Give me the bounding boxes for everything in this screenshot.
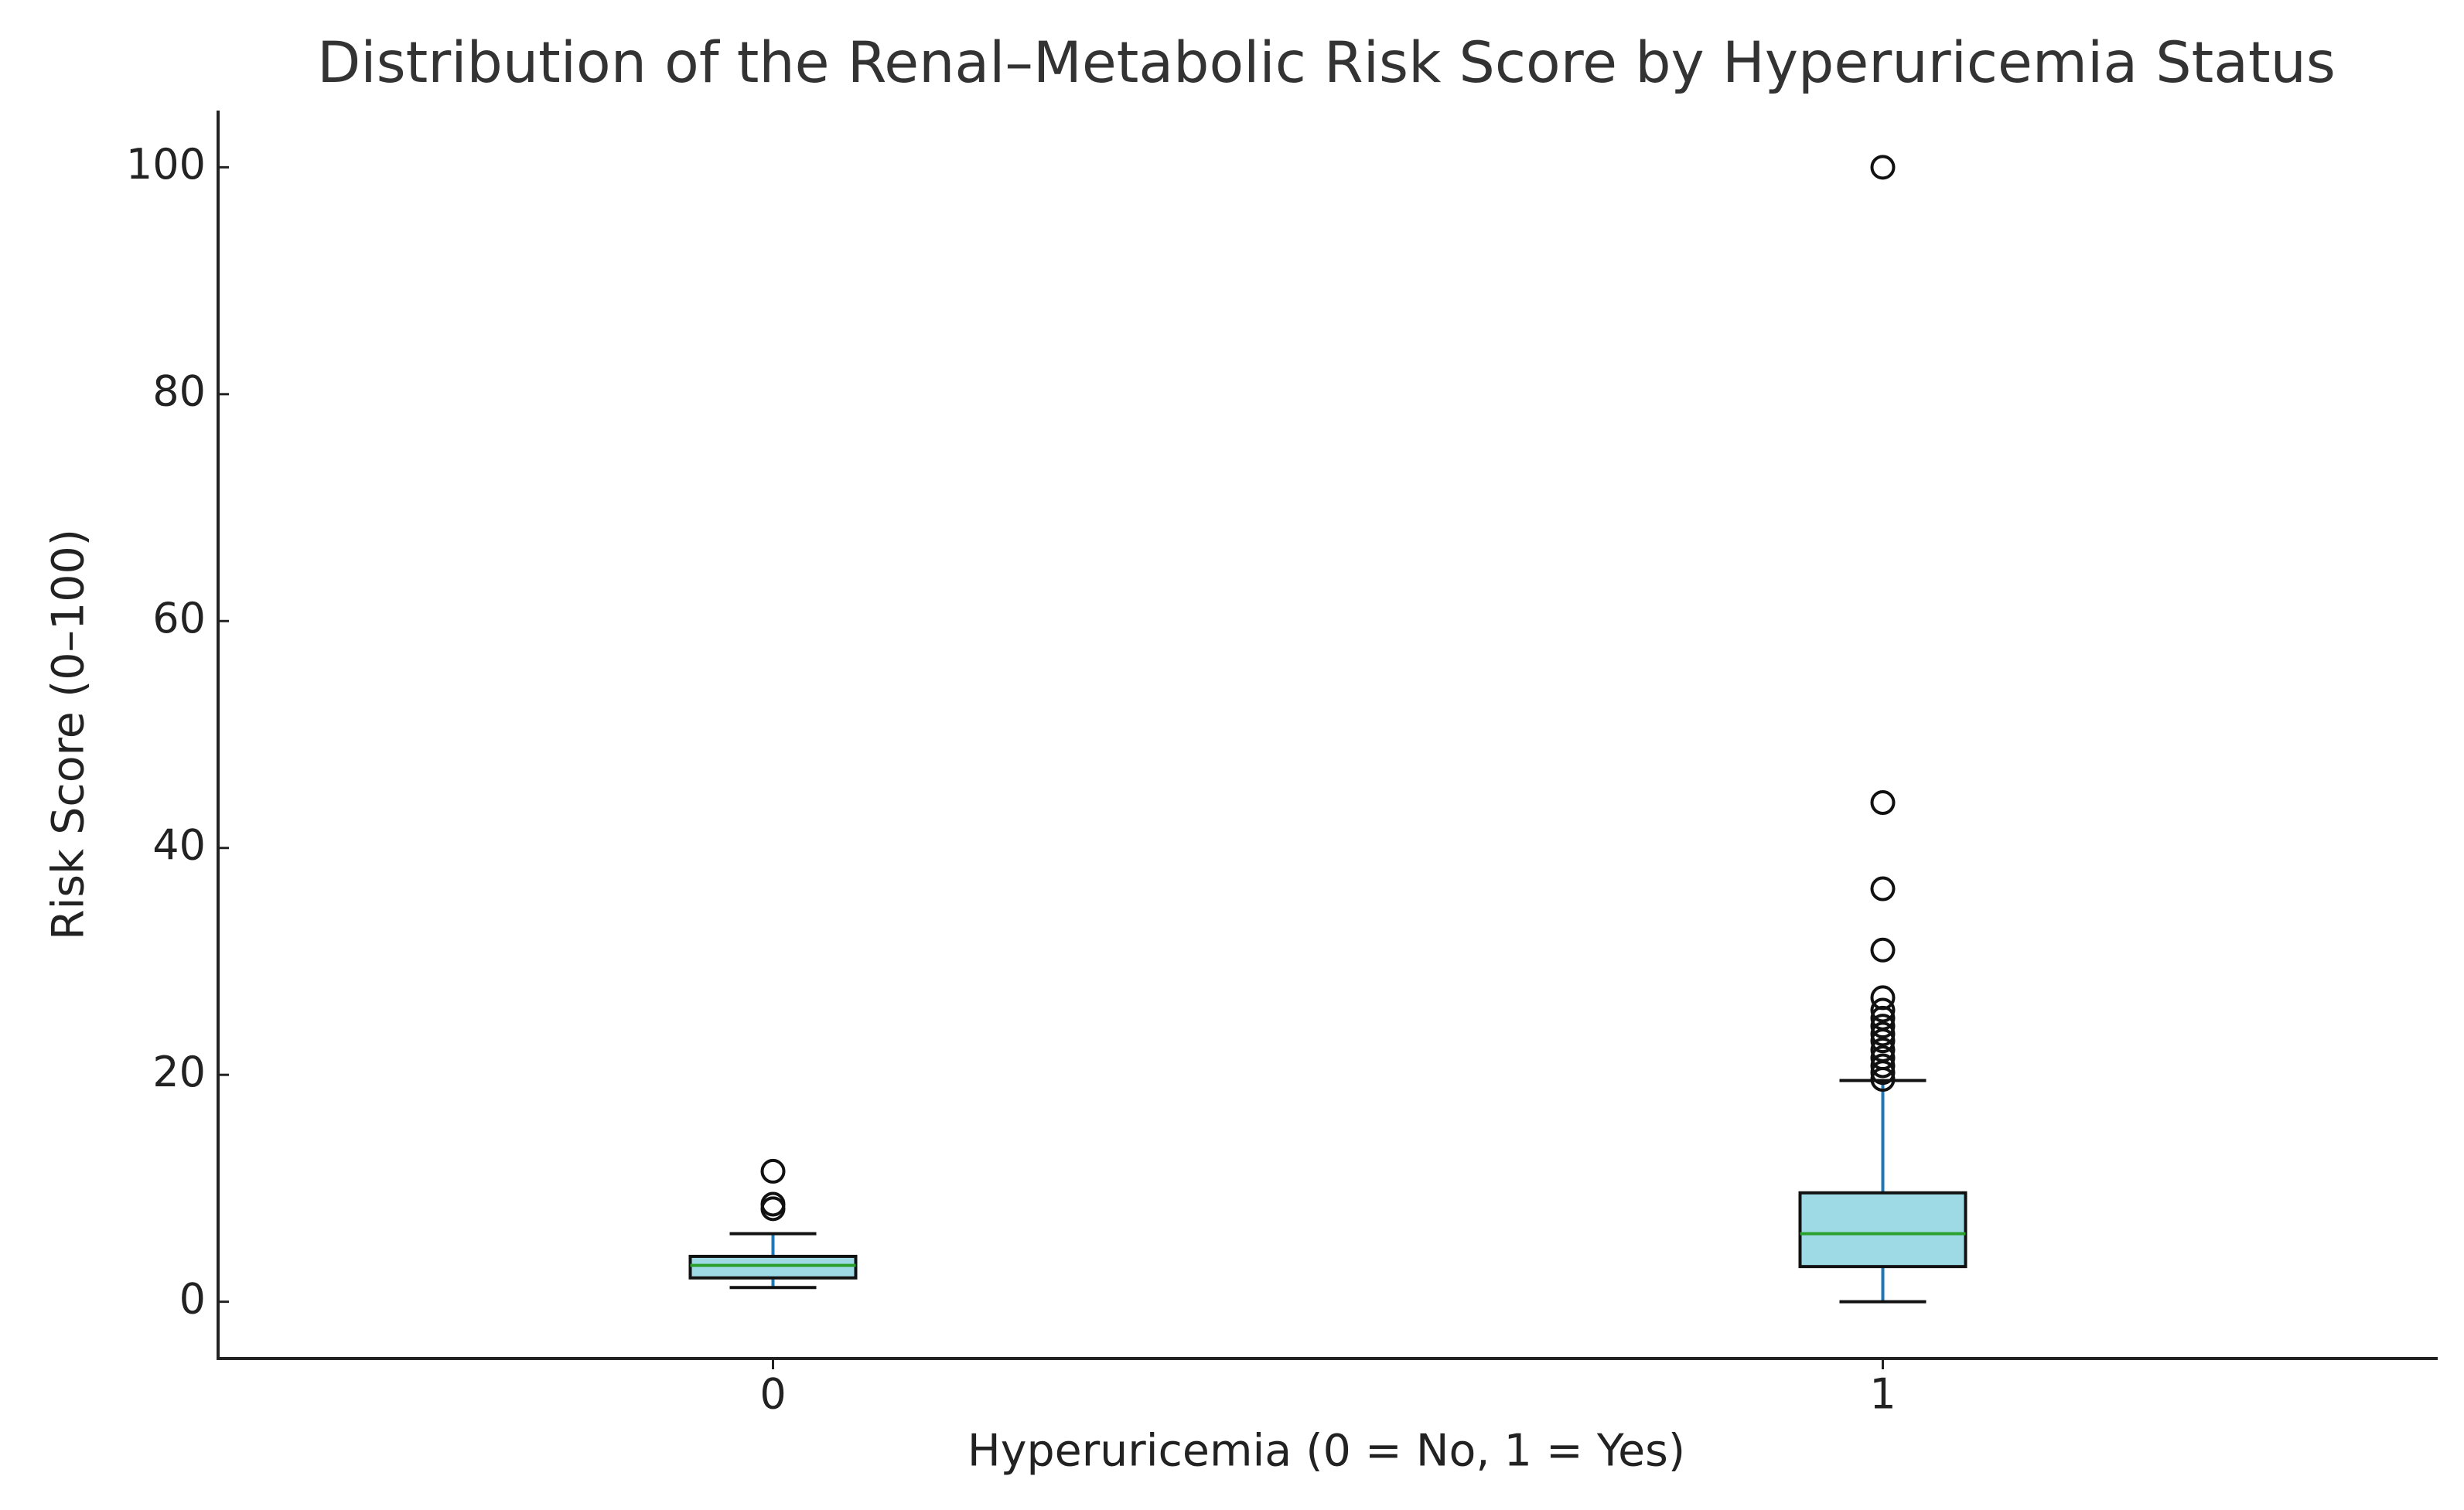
outlier xyxy=(760,1191,786,1217)
outlier xyxy=(1870,1037,1896,1062)
outlier xyxy=(1870,1045,1896,1071)
y-tick-label: 80 xyxy=(152,366,206,415)
y-tick-label: 0 xyxy=(179,1274,206,1323)
outlier xyxy=(1870,1021,1896,1047)
chart-title: Distribution of the Renal–Metabolic Risk… xyxy=(317,30,2336,96)
outlier xyxy=(760,1158,786,1184)
outlier xyxy=(1870,997,1896,1023)
y-tick-label: 20 xyxy=(152,1048,206,1096)
y-tick-label: 40 xyxy=(152,820,206,869)
outlier xyxy=(1870,876,1896,902)
outlier xyxy=(1870,155,1896,180)
outlier xyxy=(1870,1014,1896,1039)
box xyxy=(688,1254,858,1280)
outlier xyxy=(1870,1053,1896,1079)
outlier xyxy=(1870,985,1896,1011)
y-tick-label: 100 xyxy=(126,140,206,189)
x-axis-label: Hyperuricemia (0 = No, 1 = Yes) xyxy=(968,1426,1685,1477)
x-tick-label: 0 xyxy=(759,1370,786,1419)
y-axis-label: Risk Score (0–100) xyxy=(43,529,94,940)
y-tick-label: 60 xyxy=(152,594,206,643)
outlier xyxy=(1870,937,1896,963)
outlier xyxy=(1870,790,1896,816)
x-tick-label: 1 xyxy=(1869,1370,1896,1419)
box xyxy=(1798,1191,1967,1269)
